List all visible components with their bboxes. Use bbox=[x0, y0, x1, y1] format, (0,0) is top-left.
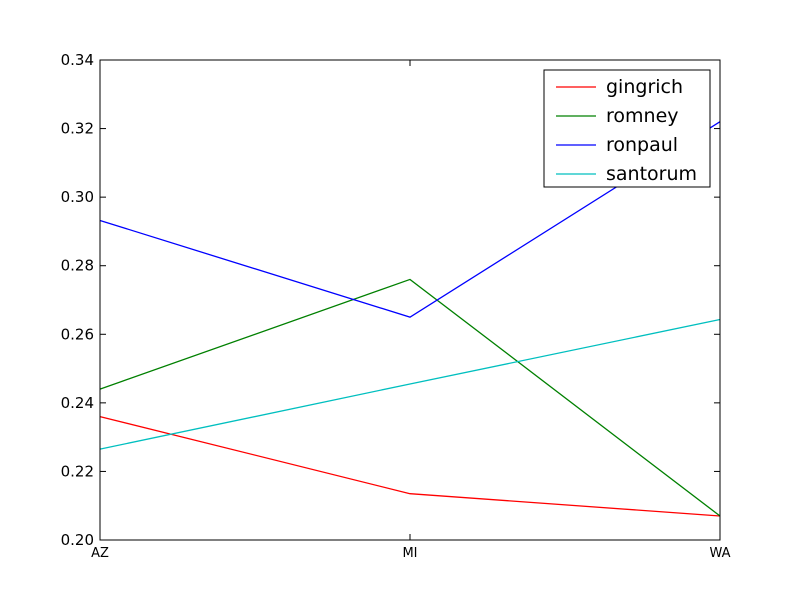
series-line-gingrich bbox=[99, 415, 721, 517]
y-tick-label: 0.26 bbox=[61, 325, 94, 343]
ticks-layer: 0.20 0.22 0.24 0.26 0.28 0.30 0.32 0.34 AZ MI WA bbox=[61, 51, 731, 561]
legend-label-santorum: santorum bbox=[606, 163, 697, 185]
y-tick-label: 0.22 bbox=[61, 462, 94, 480]
y-tick-label: 0.24 bbox=[61, 394, 94, 412]
plot-frame bbox=[99, 59, 721, 541]
y-tick-label: 0.28 bbox=[61, 257, 94, 275]
y-tick-label: 0.20 bbox=[61, 531, 94, 549]
y-tick-label: 0.32 bbox=[61, 120, 94, 138]
legend-label-gingrich: gingrich bbox=[606, 76, 683, 98]
series-line-santorum bbox=[99, 318, 721, 450]
x-tick-label: AZ bbox=[91, 546, 109, 561]
legend-box bbox=[543, 69, 711, 188]
x-tick-label: MI bbox=[402, 546, 417, 561]
legend-label-ronpaul: ronpaul bbox=[606, 134, 678, 156]
y-tick-label: 0.34 bbox=[61, 51, 94, 69]
y-tick-label: 0.30 bbox=[61, 188, 94, 206]
series-line-romney bbox=[99, 278, 721, 517]
x-tick-label: WA bbox=[709, 546, 730, 561]
legend-label-romney: romney bbox=[606, 105, 679, 127]
legend: gingrich romney ronpaul santorum bbox=[543, 69, 711, 188]
